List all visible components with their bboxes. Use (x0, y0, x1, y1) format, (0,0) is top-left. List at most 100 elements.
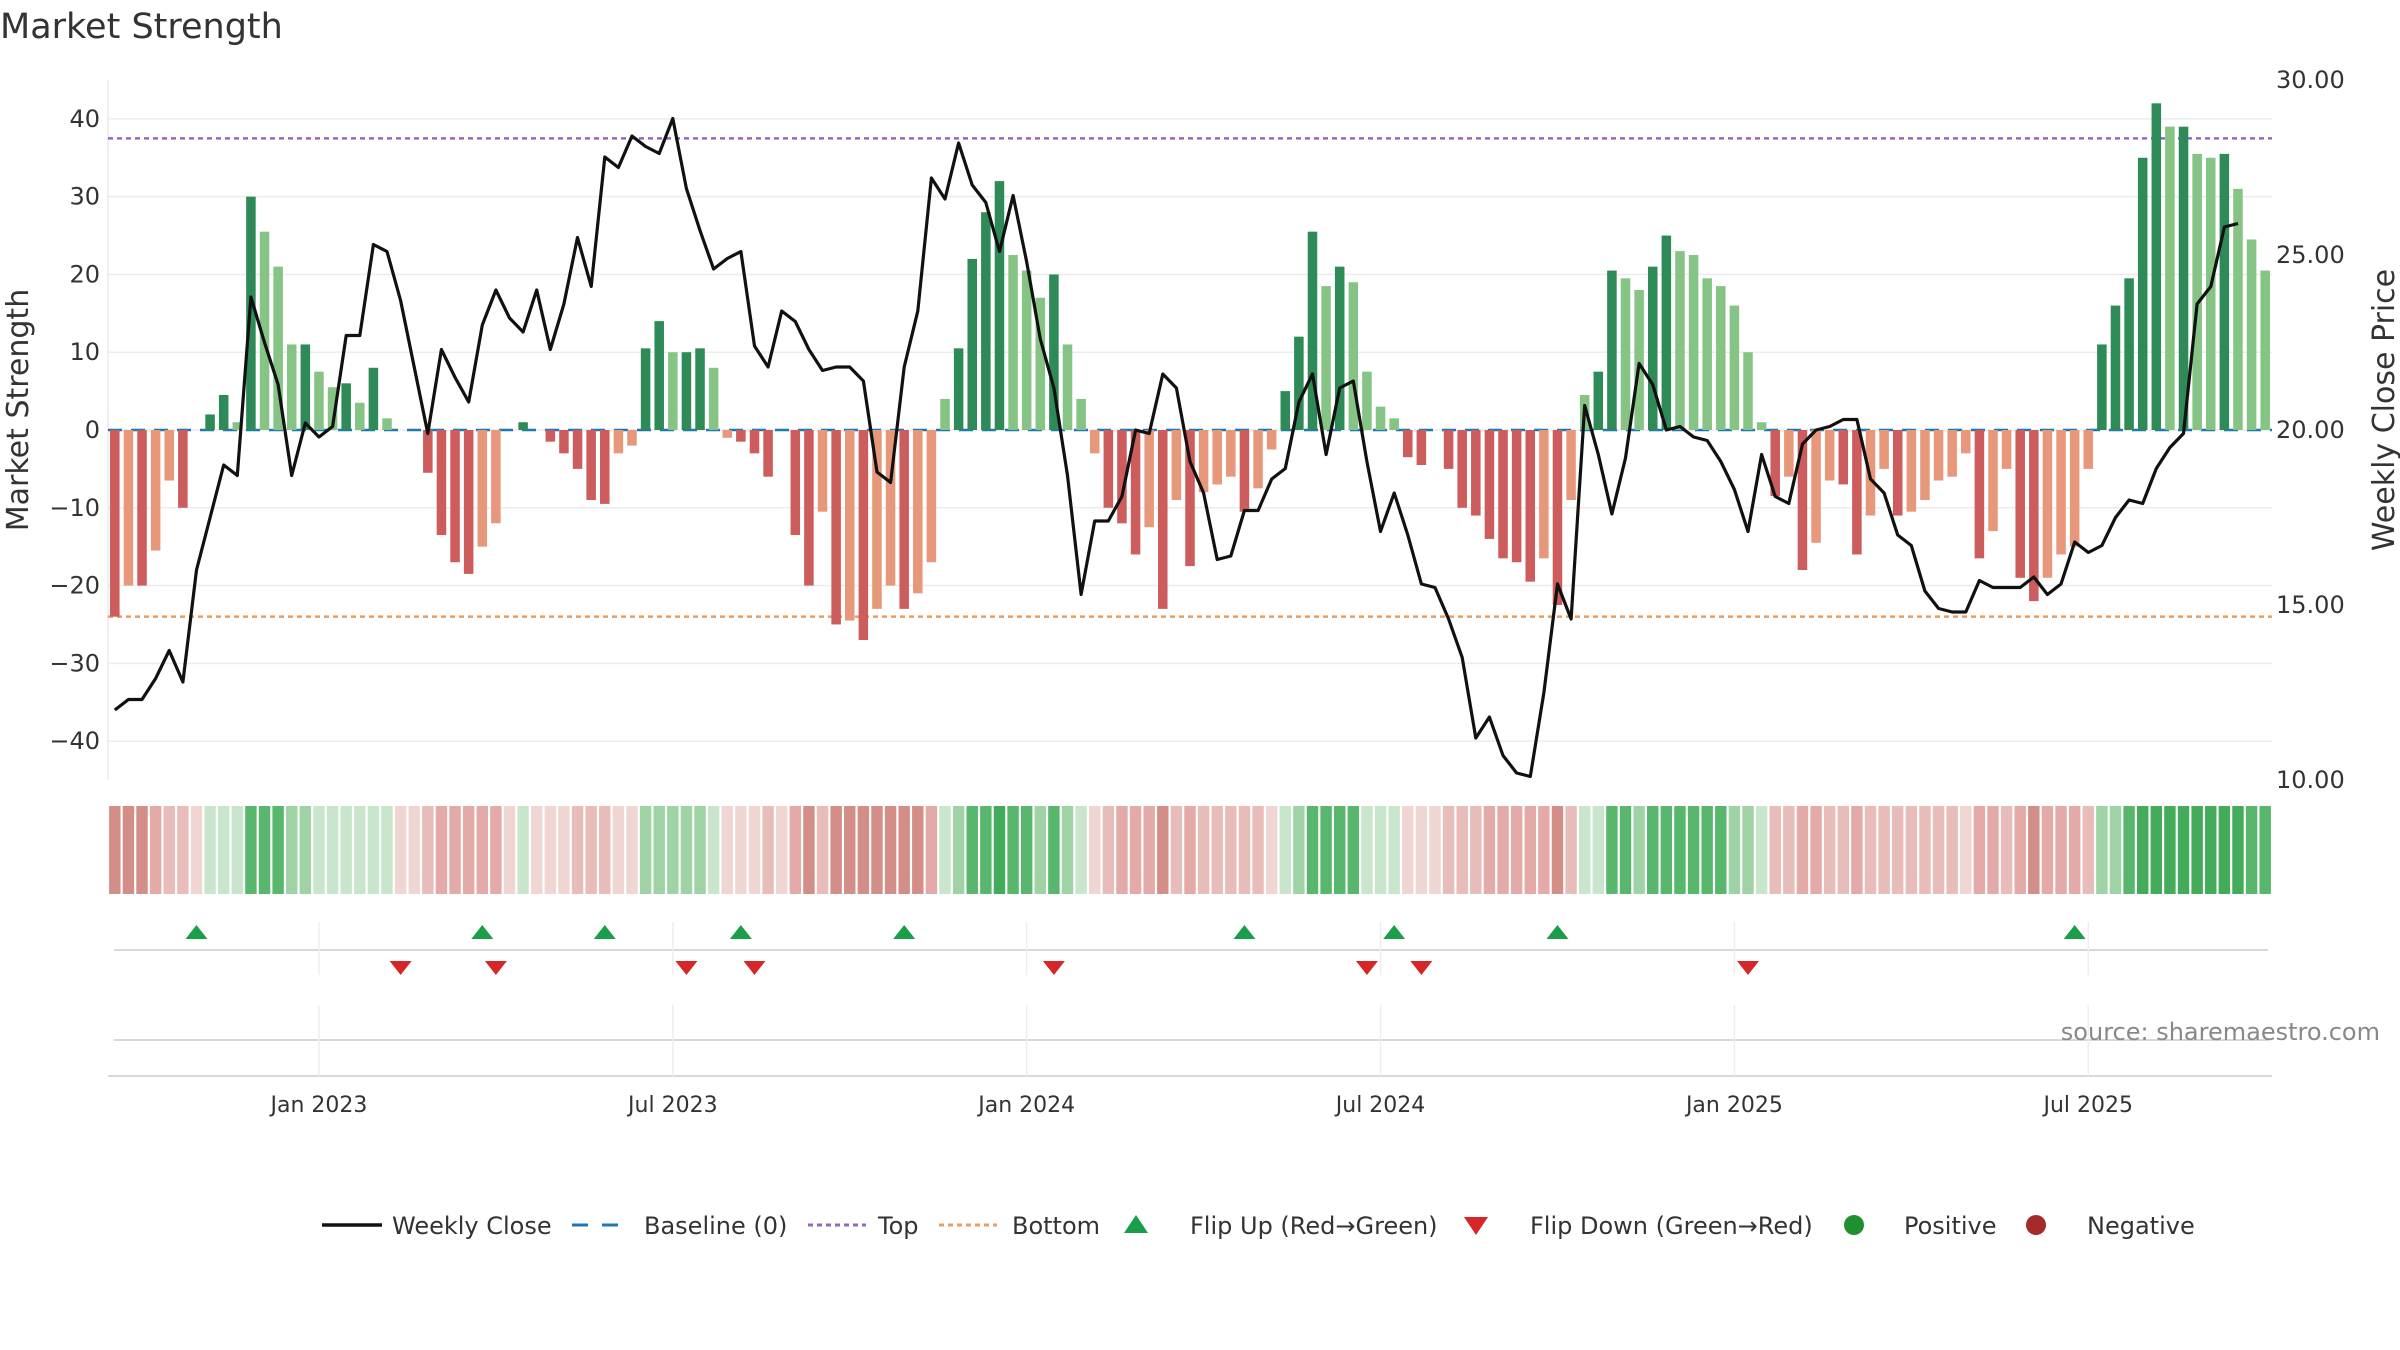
zone-cell (517, 806, 529, 894)
negative-bar (1961, 430, 1971, 454)
zone-cell (1483, 806, 1496, 894)
x-tick-label: Jul 2023 (626, 1093, 718, 1118)
negative-bar (2069, 430, 2080, 547)
right-y-axis: 30.00 25.00 20.00 15.00 10.00 (2276, 66, 2345, 794)
zone-cell (2028, 806, 2040, 894)
zone-cell (857, 806, 870, 894)
zone-cell (1578, 806, 1591, 894)
positive-bar (2233, 188, 2243, 430)
zone-cell (612, 806, 625, 894)
negative-bar (1471, 430, 1481, 516)
negative-bar (123, 430, 134, 586)
positive-bar (2110, 305, 2121, 430)
zone-cell (1347, 806, 1360, 894)
positive-bar (1607, 270, 1617, 430)
zone-cell (1960, 806, 1972, 894)
negative-bar (1511, 430, 1522, 563)
zone-cell (1823, 806, 1836, 894)
zone-cell (884, 806, 897, 894)
zone-cell (2218, 806, 2231, 894)
flip-up-marker (2063, 925, 2086, 939)
zone-cell (912, 806, 924, 894)
zone-cell (1510, 806, 1523, 894)
zone-cell (1184, 806, 1196, 894)
positive-bar (1675, 251, 1685, 430)
negative-bar (913, 430, 923, 594)
right-tick-label: 25.00 (2276, 241, 2345, 269)
zone-cell (1810, 806, 1822, 894)
zone-cell (1197, 806, 1210, 894)
zone-cell (1633, 806, 1645, 894)
positive-bar (994, 181, 1005, 430)
negative-bar (1226, 430, 1236, 477)
negative-bar (858, 430, 869, 640)
zone-cell (1089, 806, 1101, 894)
zone-cell (558, 806, 570, 894)
zone-cell (2245, 806, 2258, 894)
zone-cell (1102, 806, 1115, 894)
zone-cell (898, 806, 910, 894)
zone-cell (639, 806, 652, 894)
zone-cell (789, 806, 802, 894)
zone-cell (1361, 806, 1373, 894)
positive-bar (668, 352, 678, 430)
legend-label-negative: Negative (2087, 1212, 2195, 1240)
positive-bar (205, 414, 215, 430)
zone-cell (1742, 806, 1754, 894)
zone-cell (245, 806, 257, 894)
negative-bar (2083, 430, 2094, 469)
x-axis: Jan 2023 Jul 2023 Jan 2024 Jul 2024 Jan 2025… (269, 1093, 2134, 1118)
zone-cell (1279, 806, 1291, 894)
left-tick-label: −20 (49, 572, 100, 600)
legend-swatch-flip-up (1124, 1215, 1148, 1233)
zone-cell (531, 806, 543, 894)
zone-cell (1687, 806, 1700, 894)
zone-cell (1660, 806, 1673, 894)
negative-bar (1947, 430, 1957, 477)
zone-cell (1442, 806, 1455, 894)
positive-bar (1756, 422, 1767, 430)
zone-cell (1701, 806, 1713, 894)
legend-label-bottom: Bottom (1012, 1212, 1100, 1240)
positive-bar (940, 398, 950, 430)
left-tick-label: −10 (49, 494, 100, 522)
left-tick-label: 20 (69, 260, 100, 288)
x-tick-label: Jan 2023 (269, 1093, 368, 1118)
zone-cell (435, 806, 448, 894)
zone-cell (748, 806, 761, 894)
positive-bar (1049, 274, 1059, 430)
zone-cell (2000, 806, 2013, 894)
negative-bar (2042, 430, 2053, 578)
negative-bar (559, 430, 569, 454)
chart-title: Market Strength (0, 7, 283, 47)
negative-bar (1566, 430, 1576, 500)
zone-cell (844, 806, 856, 894)
positive-bar (314, 371, 324, 430)
source-label: source: sharemaestro.com (2061, 1018, 2380, 1046)
zone-cell (1170, 806, 1183, 894)
zone-cell (2232, 806, 2244, 894)
negative-bar (1525, 430, 1536, 582)
zone-cell (966, 806, 978, 894)
zone-cell (1864, 806, 1877, 894)
zone-cell (258, 806, 271, 894)
zone-cell (1306, 806, 1319, 894)
positive-bar (1389, 418, 1399, 430)
zone-cell (1551, 806, 1564, 894)
zone-cell (1619, 806, 1632, 894)
positive-bar (2124, 278, 2134, 430)
negative-bar (1158, 430, 1168, 609)
flip-down-marker (1410, 961, 1433, 975)
zone-cell (2123, 806, 2135, 894)
zone-cell (2109, 806, 2122, 894)
zone-cell (1265, 806, 1278, 894)
negative-bar (164, 430, 175, 481)
zone-cell (1020, 806, 1033, 894)
zone-cell (313, 806, 325, 894)
zone-cell (1565, 806, 1577, 894)
x-tick-label: Jan 2025 (1684, 1093, 1783, 1118)
zone-cell (694, 806, 706, 894)
zone-cell (2082, 806, 2094, 894)
zone-cell (503, 806, 516, 894)
positive-bar (654, 321, 664, 430)
